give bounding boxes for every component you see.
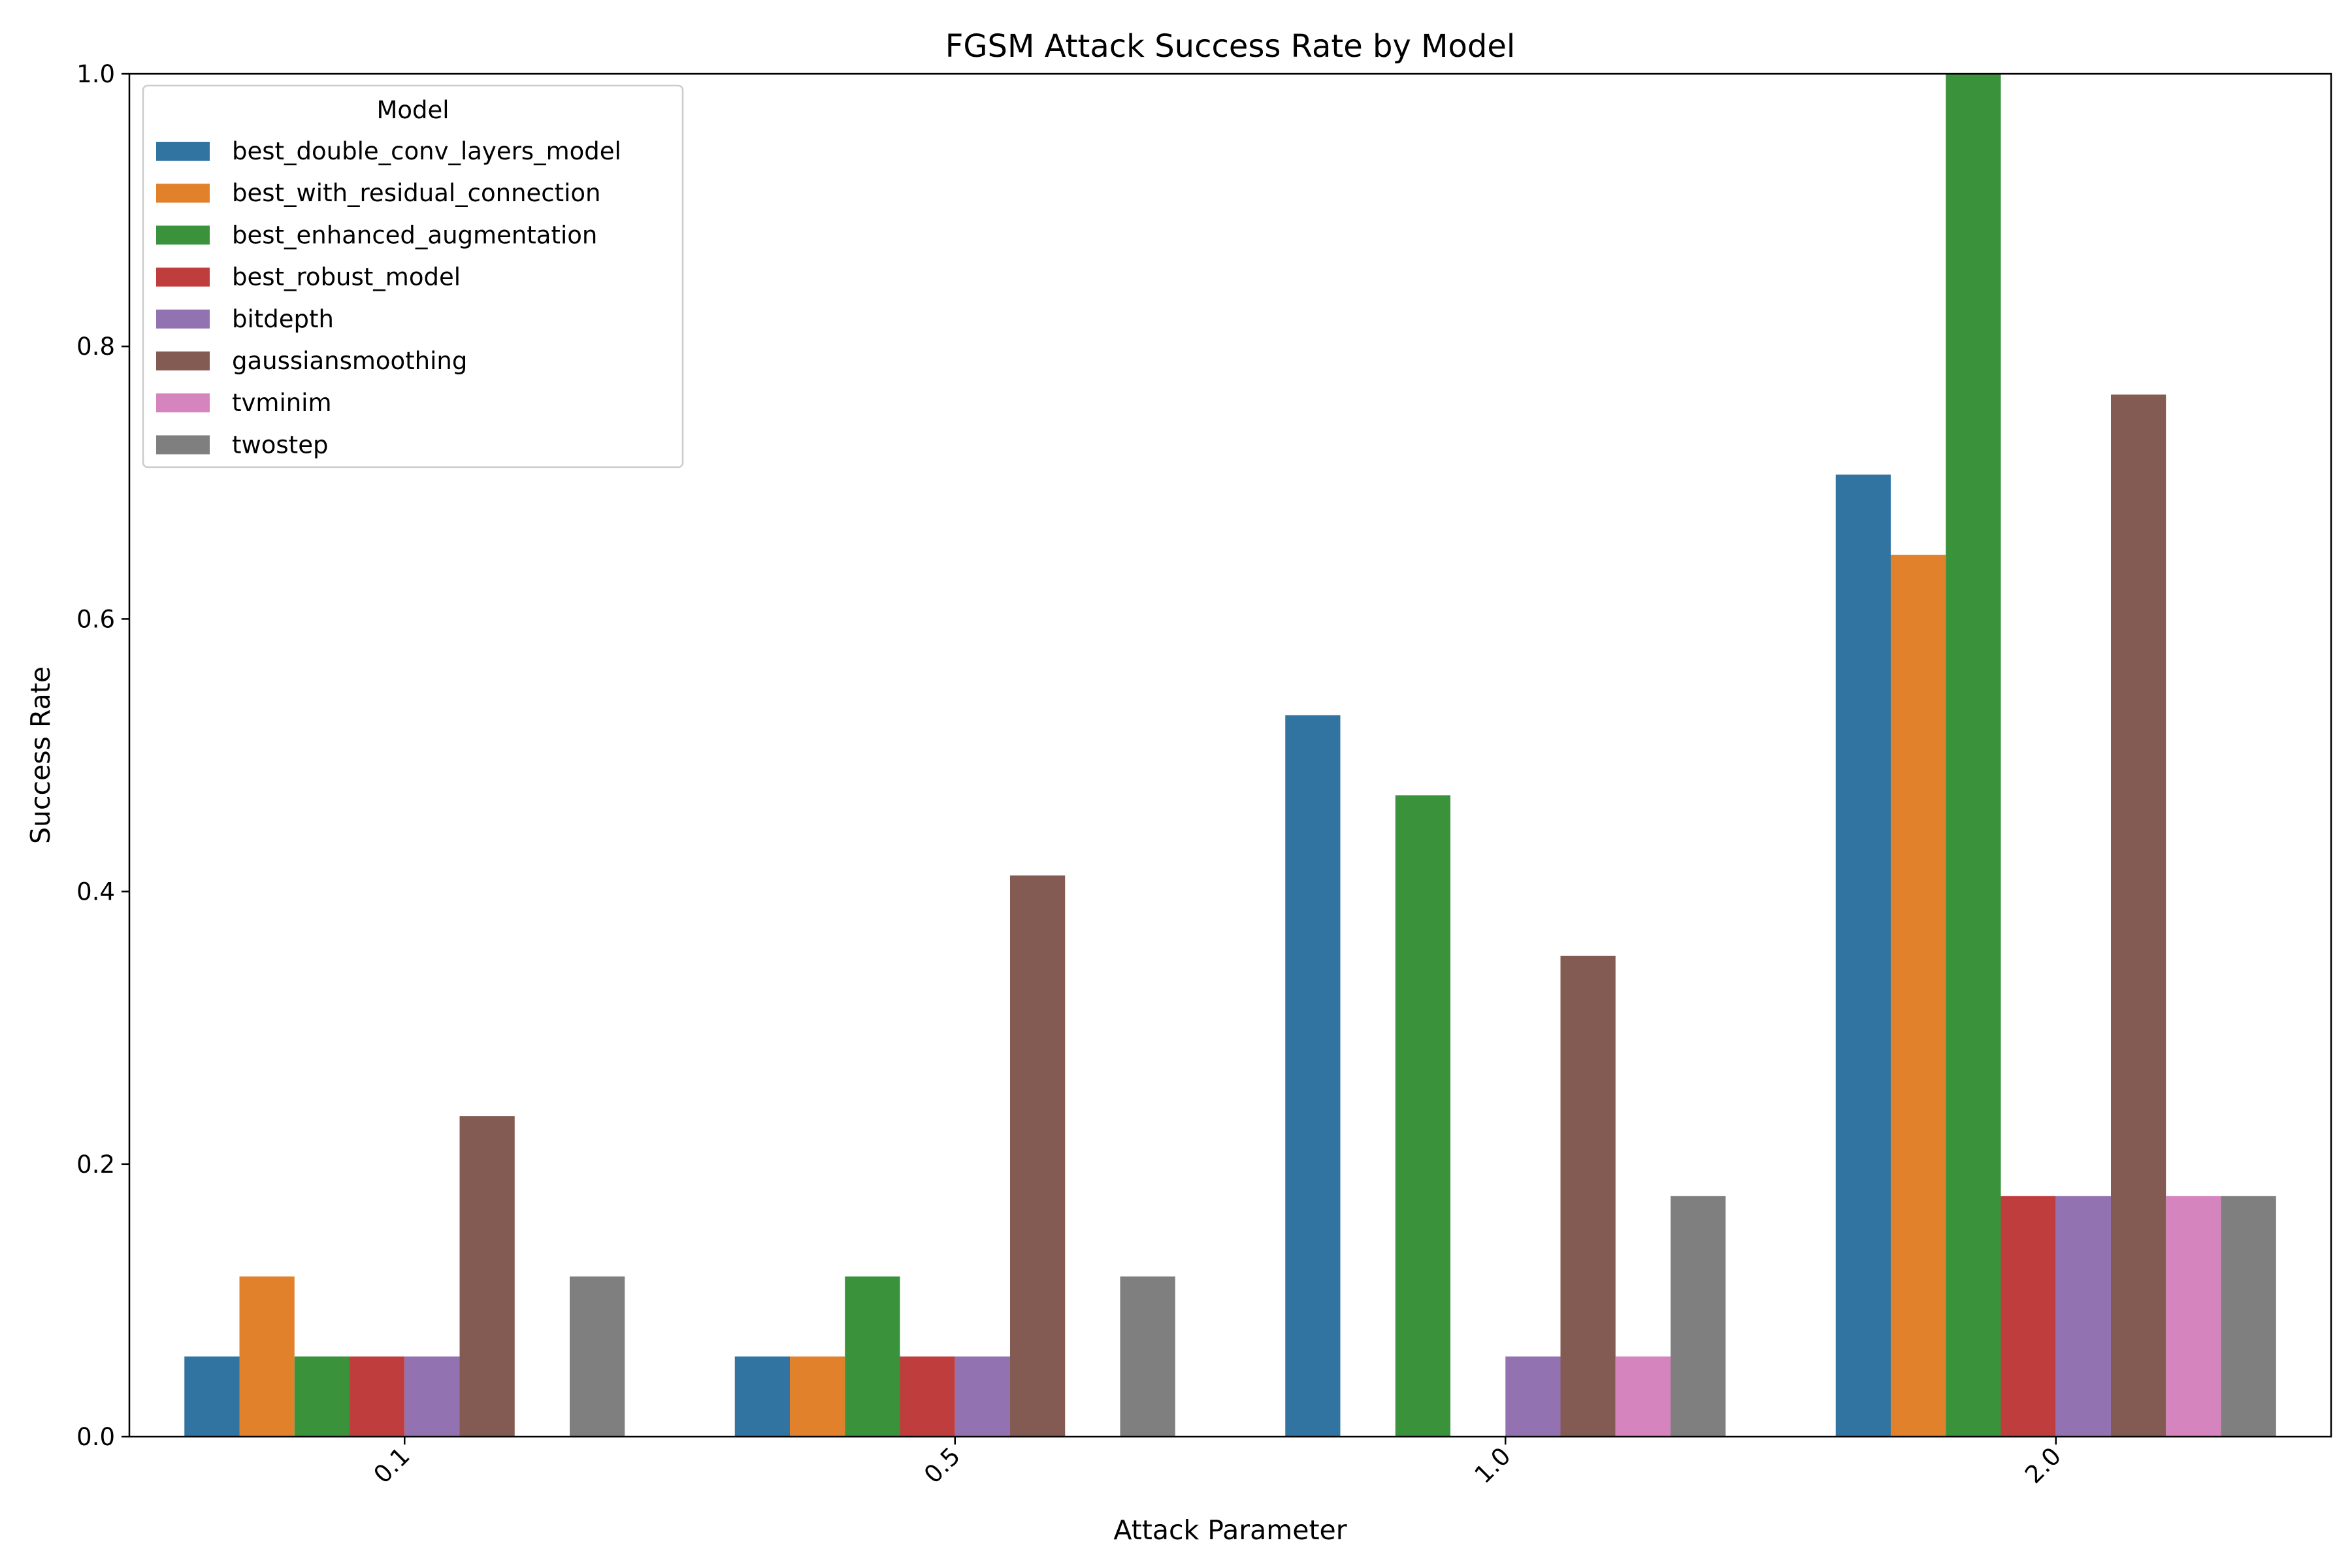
bar-best_with_residual_connection-0.1 xyxy=(239,1276,295,1437)
bar-tvminim-1.0 xyxy=(1615,1356,1671,1437)
y-axis-label: Success Rate xyxy=(25,666,56,844)
bar-bitdepth-2.0 xyxy=(2055,1196,2111,1437)
bar-gaussiansmoothing-1.0 xyxy=(1560,955,1616,1437)
bar-gaussiansmoothing-0.5 xyxy=(1010,875,1066,1437)
bar-bitdepth-0.5 xyxy=(955,1356,1010,1437)
bar-bitdepth-1.0 xyxy=(1505,1356,1561,1437)
bar-best_enhanced_augmentation-0.1 xyxy=(294,1356,350,1437)
bar-best_enhanced_augmentation-1.0 xyxy=(1395,795,1450,1437)
legend-label: twostep xyxy=(232,431,328,459)
plot-frame xyxy=(128,73,2332,1438)
legend-swatch xyxy=(156,184,210,203)
bar-twostep-0.5 xyxy=(1120,1276,1175,1437)
legend-swatch xyxy=(156,393,210,413)
legend-swatch xyxy=(156,142,210,161)
bar-best_double_conv_layers_model-2.0 xyxy=(1835,474,1891,1437)
bar-best_with_residual_connection-2.0 xyxy=(1891,555,1946,1437)
legend-swatch xyxy=(156,435,210,455)
y-tick-label: 0.8 xyxy=(76,333,115,361)
y-tick-label: 0.0 xyxy=(76,1423,115,1451)
y-tick-label: 0.6 xyxy=(76,605,115,633)
bar-twostep-2.0 xyxy=(2221,1196,2276,1437)
bar-best_robust_model-2.0 xyxy=(2001,1196,2056,1437)
bar-best_robust_model-0.1 xyxy=(350,1356,405,1437)
y-tick-label: 0.2 xyxy=(76,1151,115,1179)
bar-best_double_conv_layers_model-0.5 xyxy=(734,1356,790,1437)
x-axis-label: Attack Parameter xyxy=(1113,1514,1347,1546)
bar-gaussiansmoothing-0.1 xyxy=(459,1116,515,1437)
legend-label: best_double_conv_layers_model xyxy=(232,137,621,165)
legend-swatch xyxy=(156,225,210,245)
bars-layer xyxy=(184,74,2276,1437)
chart-title: FGSM Attack Success Rate by Model xyxy=(945,28,1515,65)
bar-tvminim-2.0 xyxy=(2166,1196,2221,1437)
bar-best_double_conv_layers_model-0.1 xyxy=(184,1356,240,1437)
legend-title: Model xyxy=(376,96,449,124)
legend-label: best_enhanced_augmentation xyxy=(232,221,597,249)
bar-bitdepth-0.1 xyxy=(404,1356,460,1437)
legend-swatch xyxy=(156,309,210,329)
legend-label: bitdepth xyxy=(232,305,334,333)
y-tick-label: 0.4 xyxy=(76,878,115,906)
bar-gaussiansmoothing-2.0 xyxy=(2111,394,2166,1437)
bar-best_with_residual_connection-0.5 xyxy=(790,1356,845,1437)
legend-swatch xyxy=(156,351,210,370)
bar-best_robust_model-0.5 xyxy=(900,1356,955,1437)
bar-best_enhanced_augmentation-0.5 xyxy=(845,1276,900,1437)
legend-box xyxy=(142,84,684,468)
bar-best_double_conv_layers_model-1.0 xyxy=(1285,715,1341,1437)
bar-best_enhanced_augmentation-2.0 xyxy=(1946,74,2001,1437)
legend-swatch xyxy=(156,267,210,287)
legend-label: best_with_residual_connection xyxy=(232,179,601,207)
bar-twostep-0.1 xyxy=(570,1276,625,1437)
y-tick-label: 1.0 xyxy=(76,60,115,88)
legend-label: best_robust_model xyxy=(232,263,461,291)
bar-twostep-1.0 xyxy=(1671,1196,1726,1437)
legend-label: gaussiansmoothing xyxy=(232,347,467,375)
legend-label: tvminim xyxy=(232,389,332,417)
legend: Model best_double_conv_layers_model best_w… xyxy=(142,84,684,468)
